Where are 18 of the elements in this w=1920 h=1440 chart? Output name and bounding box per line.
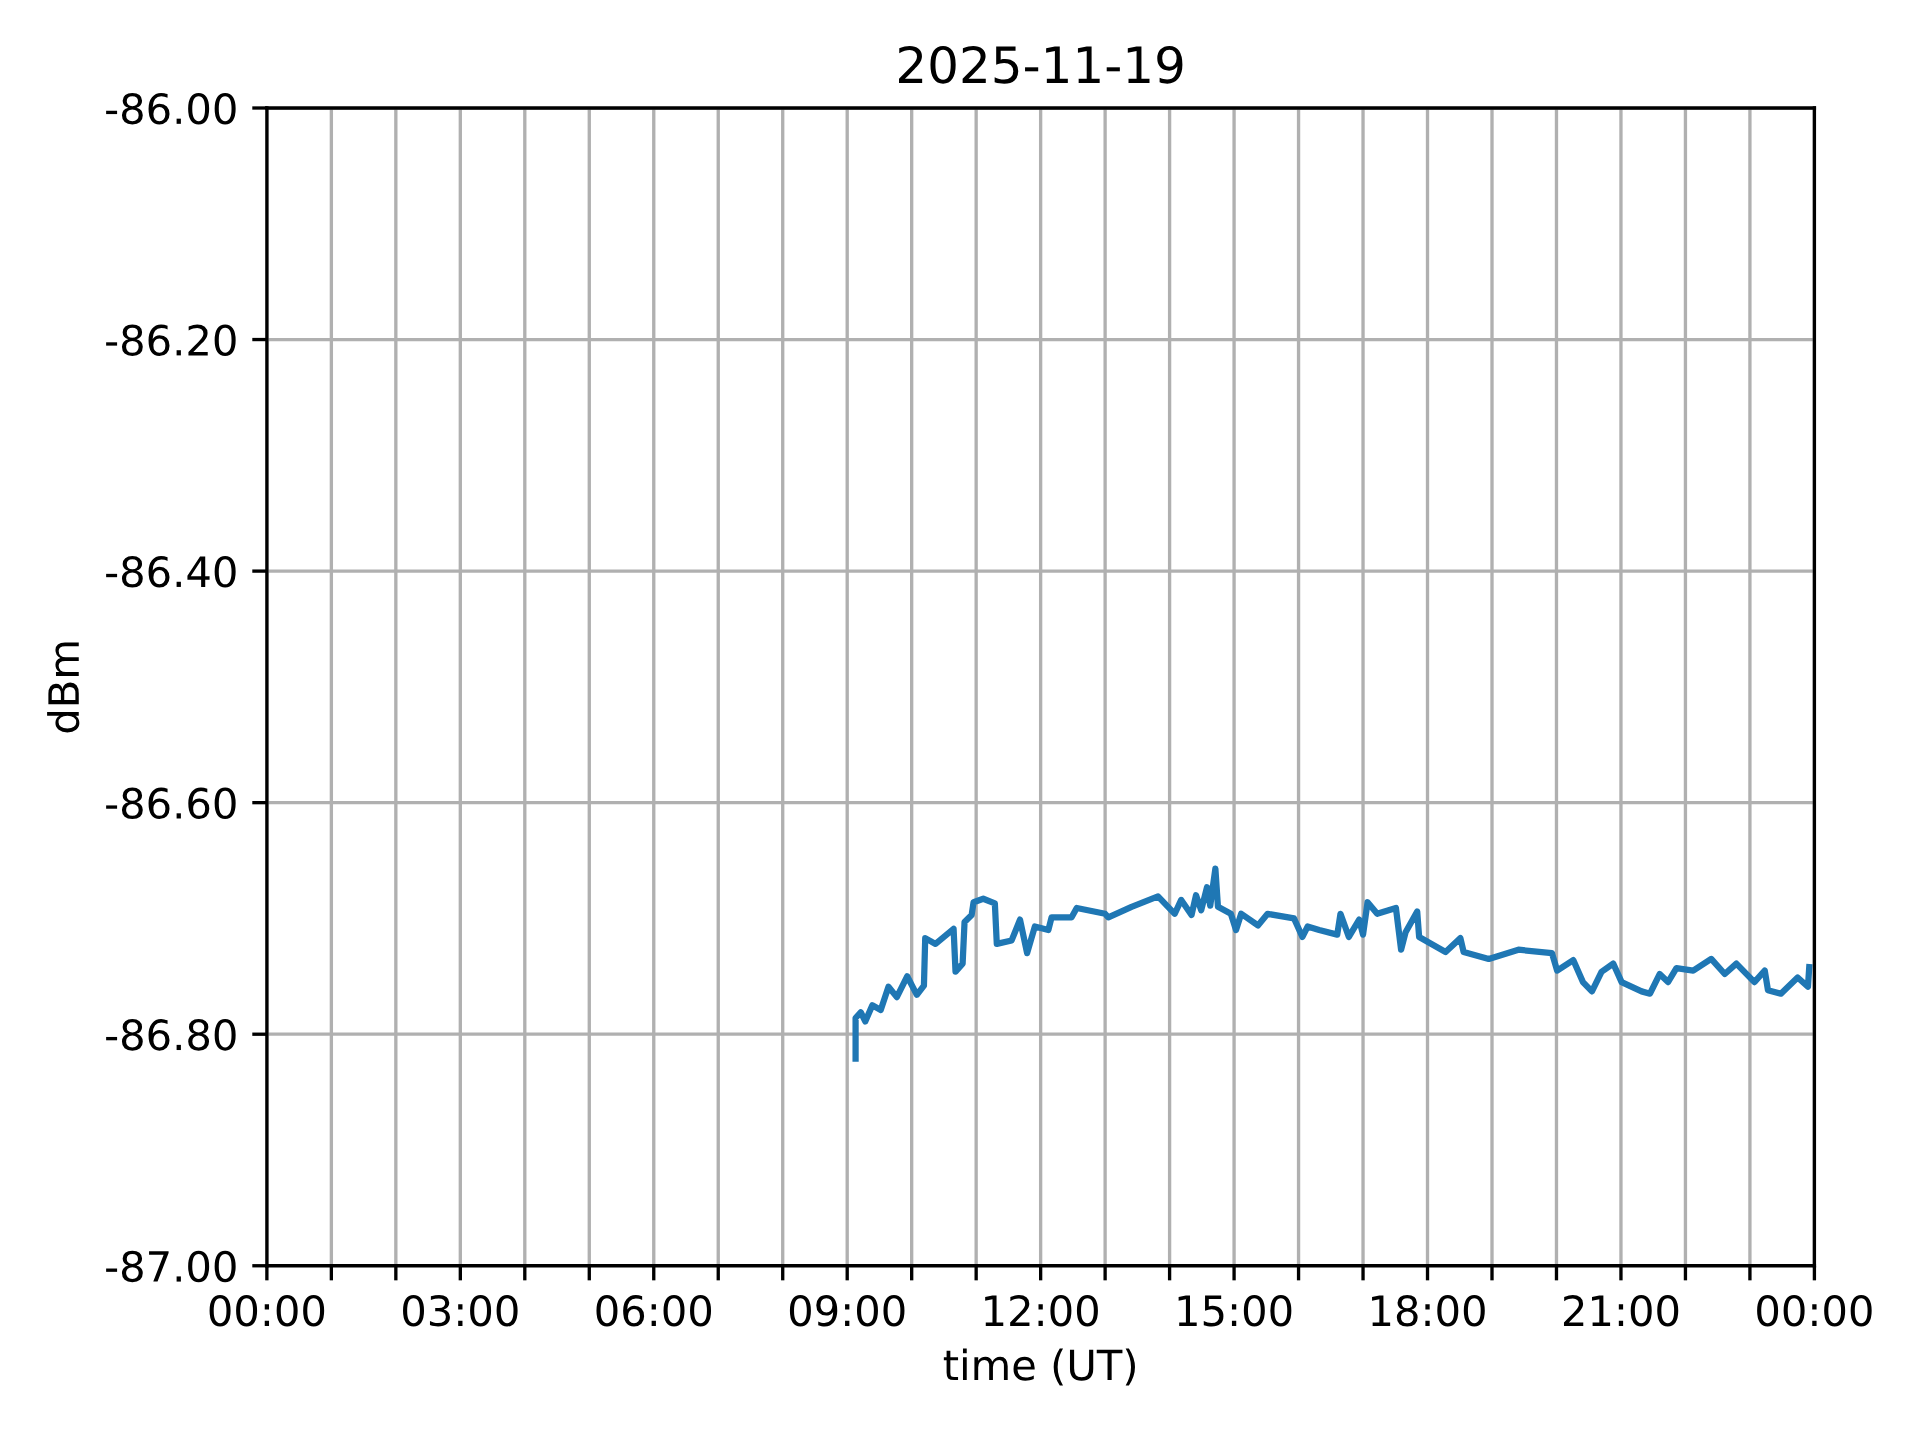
y-tick-label: -86.00: [106, 92, 236, 125]
y-axis-title: dBm: [47, 642, 80, 733]
x-tick-label: 00:00: [209, 1294, 325, 1327]
y-tick-label: -87.00: [106, 1250, 236, 1283]
x-tick-label: 15:00: [1178, 1294, 1292, 1327]
x-tick-label: 12:00: [985, 1294, 1098, 1327]
x-tick-label: 09:00: [789, 1294, 905, 1327]
x-tick-label: 18:00: [1372, 1294, 1485, 1327]
x-tick-label: 21:00: [1563, 1294, 1679, 1327]
x-tick-label: 06:00: [596, 1294, 712, 1327]
y-tick-label: -86.20: [106, 324, 236, 356]
y-tick-label: -86.80: [106, 1019, 236, 1051]
chart-title: 2025-11-19: [899, 45, 1183, 84]
y-tick-label: -86.60: [106, 787, 236, 820]
x-tick-label: 03:00: [403, 1294, 518, 1327]
x-axis-title: time (UT): [943, 1348, 1135, 1386]
y-tick-label: -86.40: [106, 556, 236, 588]
x-tick-label: 00:00: [1757, 1294, 1872, 1327]
